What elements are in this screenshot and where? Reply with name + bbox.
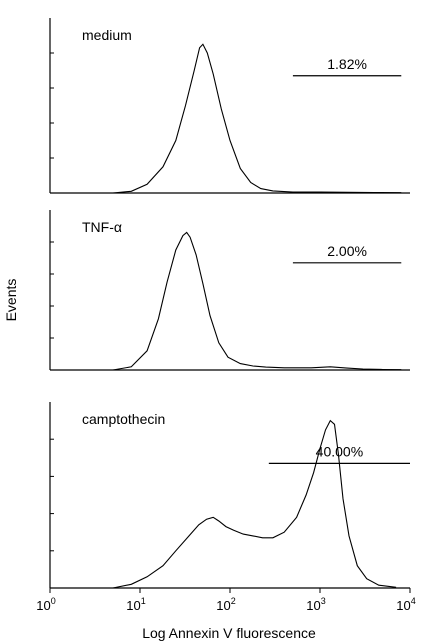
histogram-panels: 1.82% medium 2.00% TNF-α 40.00% camptothecin: [49, 18, 410, 589]
x-tick-base: 10: [126, 598, 140, 613]
x-tick-base: 10: [216, 598, 230, 613]
x-tick-exponent: 4: [411, 596, 416, 606]
x-axis: 100 101 102 103 104: [36, 588, 416, 613]
panel-label: TNF-α: [82, 219, 122, 235]
x-tick-label: 103: [306, 596, 325, 613]
x-tick-label: 100: [36, 596, 55, 613]
x-tick-base: 10: [396, 598, 410, 613]
gate-percentage: 40.00%: [316, 443, 363, 459]
x-tick-exponent: 3: [321, 596, 326, 606]
histogram-curve: [112, 43, 402, 194]
x-tick-base: 10: [36, 598, 50, 613]
panel-0: 1.82% medium: [49, 18, 410, 194]
x-tick-label: 104: [396, 596, 415, 613]
x-tick-label: 102: [216, 596, 235, 613]
y-axis-label: Events: [3, 279, 19, 322]
x-tick-exponent: 2: [231, 596, 236, 606]
gate-percentage: 1.82%: [327, 56, 367, 72]
panel-label: camptothecin: [82, 411, 165, 427]
x-tick-label: 101: [126, 596, 145, 613]
x-tick-base: 10: [306, 598, 320, 613]
histogram-curve: [112, 231, 402, 371]
x-axis-label: Log Annexin V fluorescence: [142, 625, 316, 641]
panel-1: 2.00% TNF-α: [49, 210, 410, 371]
panel-label: medium: [82, 27, 132, 43]
x-tick-exponent: 1: [141, 596, 146, 606]
histogram-curve: [112, 419, 397, 589]
x-tick-exponent: 0: [51, 596, 56, 606]
panel-2: 40.00% camptothecin: [49, 402, 410, 589]
gate-percentage: 2.00%: [327, 243, 367, 259]
